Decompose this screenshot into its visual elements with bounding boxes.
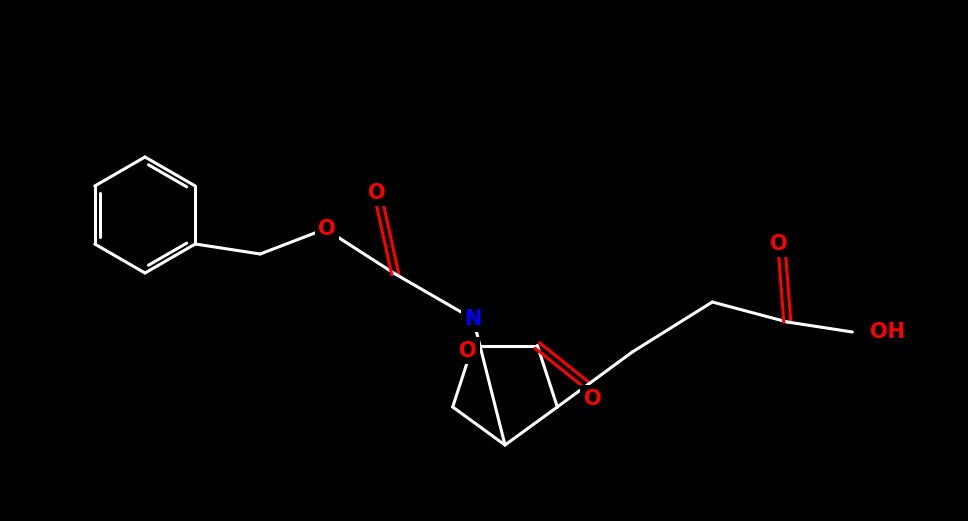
Text: O: O [369, 183, 386, 203]
Text: O: O [459, 341, 476, 361]
Text: N: N [465, 309, 482, 329]
Text: O: O [584, 389, 601, 408]
Text: OH: OH [870, 322, 905, 342]
Text: O: O [318, 219, 336, 239]
Text: O: O [771, 234, 788, 254]
